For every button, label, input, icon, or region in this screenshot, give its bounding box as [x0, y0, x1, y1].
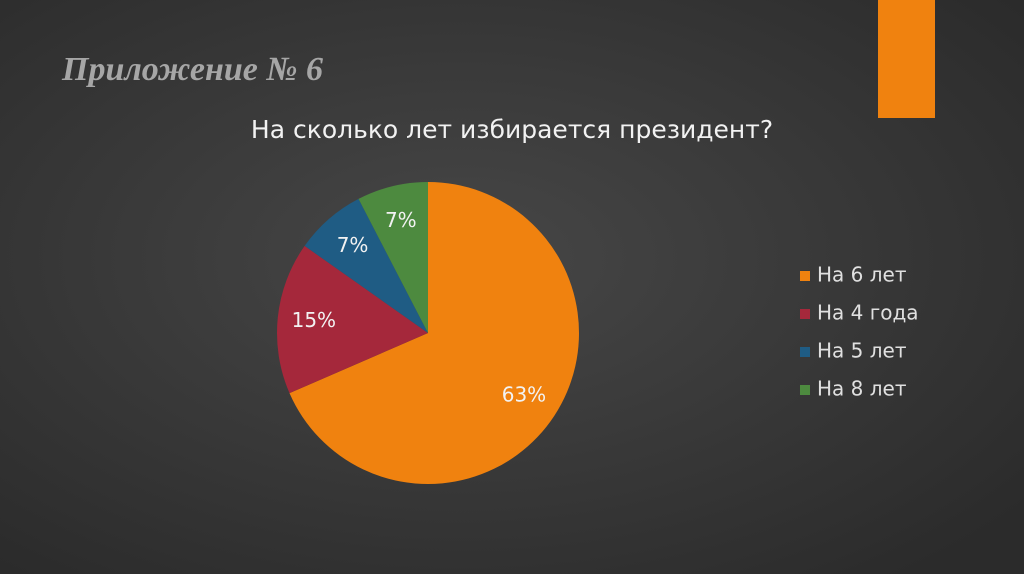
pie-slice — [358, 182, 428, 333]
slide-title: Приложение № 6 — [61, 51, 323, 88]
legend-swatch — [800, 309, 810, 319]
pie-slice — [277, 245, 428, 394]
legend-label: На 5 лет — [817, 339, 907, 363]
data-label: 15% — [292, 308, 336, 332]
legend-swatch — [800, 385, 810, 395]
legend-label: На 6 лет — [817, 263, 907, 287]
legend-label: На 8 лет — [817, 377, 907, 401]
data-label: 7% — [337, 233, 369, 257]
chart-title: На сколько лет избирается президент? — [251, 115, 773, 144]
legend-swatch — [800, 271, 810, 281]
data-label: 7% — [385, 208, 417, 232]
accent-bar — [878, 0, 935, 118]
data-label: 63% — [502, 382, 546, 406]
pie-slice — [304, 198, 428, 333]
legend-label: На 4 года — [817, 301, 919, 325]
pie-slice — [289, 182, 579, 484]
legend-swatch — [800, 347, 810, 357]
